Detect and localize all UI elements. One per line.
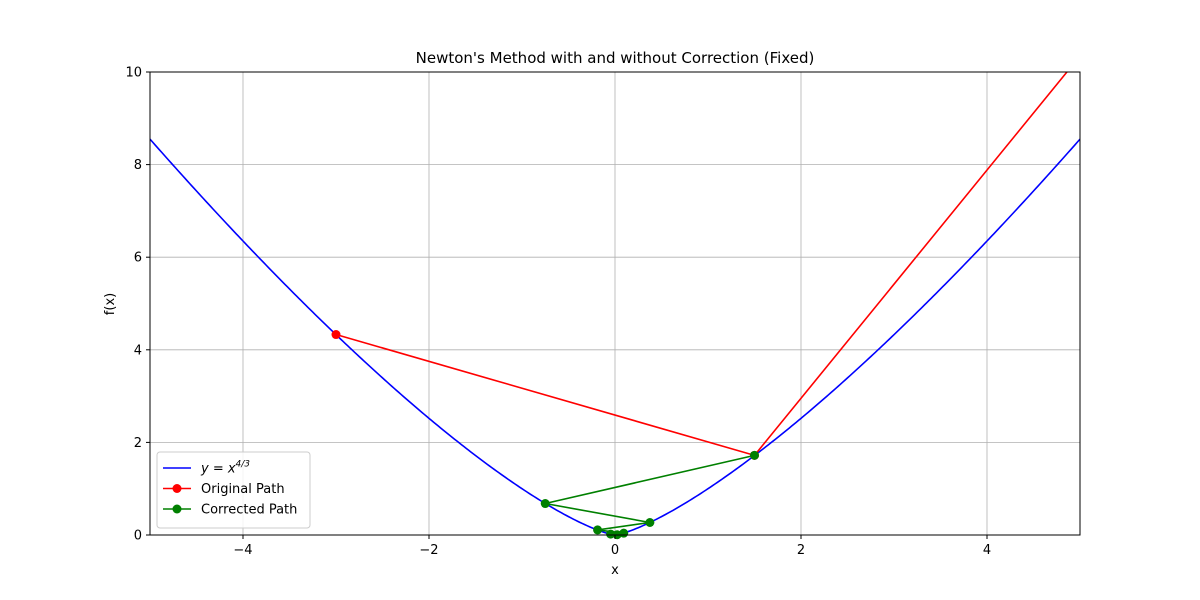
y-tick-label: 4 — [134, 343, 142, 358]
legend-marker-corrected-path — [172, 504, 182, 514]
legend: y = x4/3 Original Path Corrected Path — [156, 451, 311, 529]
y-tick-label: 2 — [134, 436, 142, 451]
x-tick-label: 2 — [797, 543, 805, 558]
legend-label-original-path: Original Path — [201, 482, 285, 497]
legend-label-y-x-4-3: y = x4/3 — [200, 460, 250, 477]
x-tick-label: −2 — [419, 543, 438, 558]
original-path-point — [331, 330, 341, 340]
y-axis-label: f(x) — [103, 293, 118, 315]
legend-label-base: y = x — [200, 462, 236, 477]
corrected-path-point — [593, 525, 603, 535]
x-tick-label: −4 — [233, 543, 252, 558]
corrected-path-point — [750, 450, 759, 460]
corrected-path-point — [606, 529, 616, 539]
legend-box — [156, 451, 311, 529]
y-tick-label: 6 — [134, 251, 142, 266]
legend-label-corrected-path: Corrected Path — [201, 503, 297, 518]
y-tick-label: 0 — [134, 529, 142, 544]
corrected-path-point — [540, 499, 550, 509]
legend-marker-original-path — [172, 484, 182, 493]
x-tick-label: 0 — [611, 543, 619, 558]
ticks: −4 −2 0 2 4 0 2 4 6 8 10 — [125, 66, 991, 559]
x-tick-label: 4 — [983, 543, 991, 558]
chart-title: Newton's Method with and without Correct… — [416, 49, 815, 67]
y-tick-label: 10 — [125, 66, 142, 81]
curve-line — [150, 138, 1080, 535]
y-tick-label: 8 — [134, 158, 142, 173]
x-axis-label: x — [611, 563, 619, 578]
corrected-path-point — [645, 517, 655, 527]
legend-label-exponent: 4/3 — [236, 460, 251, 470]
